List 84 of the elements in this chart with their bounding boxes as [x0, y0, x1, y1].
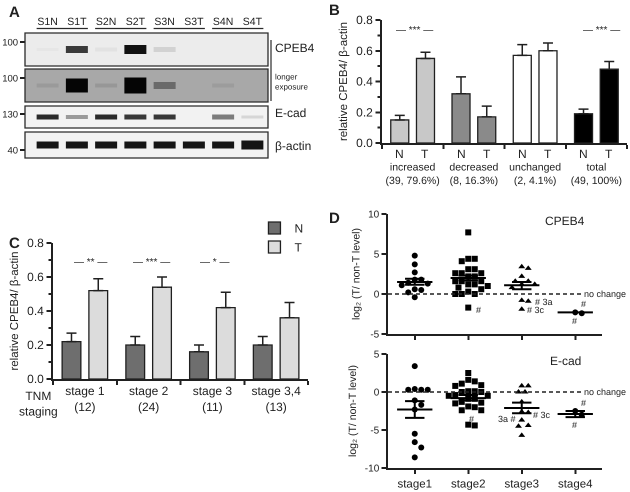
- text: T: [544, 147, 552, 161]
- category-label: S4N: [212, 16, 234, 28]
- annotation: # 3c: [533, 410, 551, 420]
- y-tick-label: 0.8: [356, 13, 374, 28]
- category-label: 40: [8, 145, 18, 156]
- y-axis-title: relative CPEB4/ β-actin: [9, 251, 22, 371]
- category-label: longer exposure: [275, 72, 308, 92]
- annotation: #: [581, 299, 586, 309]
- annotation: # 3c: [527, 305, 545, 315]
- annotation: #: [572, 316, 578, 326]
- y-tick-label: 0: [374, 290, 380, 300]
- chart-title: D: [329, 210, 340, 227]
- chart-title: B: [329, 2, 340, 19]
- category-label: 100: [2, 73, 18, 84]
- x-tick-label: decreased (8, 16.3%): [449, 161, 499, 187]
- text: N: [518, 147, 527, 161]
- annotation: 3a #: [498, 414, 516, 424]
- category-label: 100: [2, 37, 18, 48]
- y-tick-label: -5: [370, 426, 380, 436]
- y-axis-title: log₂ (T/ non-T level): [350, 228, 362, 320]
- annotation: #: [581, 398, 586, 408]
- text: N: [457, 147, 466, 161]
- y-tick-label: 0.2: [356, 105, 374, 120]
- x-tick-label: stage 3 (11): [192, 384, 232, 414]
- y-tick-label: 5: [374, 350, 380, 360]
- y-axis-title: log₂ (T/ non-T level): [347, 365, 360, 457]
- chart-title: C: [9, 235, 20, 252]
- y-tick-label: -5: [370, 330, 380, 340]
- x-tick-label: stage 3,4 (13): [251, 384, 302, 414]
- x-tick-label: total (49, 100%): [570, 161, 622, 187]
- x-tick-label: unchanged (2, 4.1%): [509, 161, 562, 187]
- series-label: T: [421, 147, 429, 161]
- y-tick-label: 0.8: [27, 236, 44, 250]
- y-tick-label: 0.6: [356, 44, 374, 58]
- category-label: S4T: [242, 16, 263, 28]
- annotation: — ** —: [74, 257, 108, 268]
- x-tick-label: stage4: [558, 478, 594, 491]
- y-tick-label: 0.0: [27, 372, 44, 386]
- x-tick-label: stage 2 (24): [128, 384, 169, 414]
- text: T: [605, 147, 612, 161]
- category-label: S1N: [37, 16, 58, 28]
- chart-subtitle: E-cad: [550, 354, 582, 368]
- annotation: — *** —: [583, 25, 620, 36]
- annotation: #: [469, 414, 474, 424]
- y-tick-label: 0: [374, 388, 380, 398]
- x-tick-label: stage2: [450, 478, 486, 491]
- y-tick-label: 0.6: [27, 270, 44, 284]
- category-label: S2T: [126, 16, 146, 28]
- annotation: # 3a: [535, 297, 553, 307]
- y-tick-label: 0.0: [356, 136, 374, 150]
- y-tick-label: -10: [364, 464, 380, 474]
- x-tick-label: increased (39, 79.6%): [385, 161, 440, 187]
- x-tick-label: stage 1 (12): [65, 384, 105, 414]
- annotation: #: [476, 305, 482, 315]
- y-tick-label: 0.4: [356, 74, 374, 89]
- y-tick-label: 10: [368, 210, 380, 220]
- legend-label: T: [294, 240, 302, 255]
- text: T: [483, 147, 490, 161]
- annotation: — *** —: [396, 25, 434, 36]
- series-label: N: [395, 147, 404, 161]
- category-label: β-actin: [275, 138, 312, 153]
- x-tick-label: stage1: [397, 478, 432, 491]
- category-label: S3T: [184, 16, 204, 28]
- category-label: S2N: [96, 16, 116, 28]
- x-axis-title: TNM staging: [19, 389, 58, 419]
- annotation: — * —: [200, 257, 230, 268]
- category-label: E-cad: [275, 106, 306, 120]
- y-axis-title: relative CPEB4/ β-actin: [338, 22, 350, 142]
- x-tick-label: stage3: [504, 478, 540, 491]
- category-label: CPEB4: [275, 40, 314, 55]
- category-label: 130: [2, 109, 18, 120]
- chart-subtitle: CPEB4: [545, 214, 585, 228]
- y-tick-label: 0.4: [27, 304, 44, 318]
- annotation: #: [572, 420, 578, 430]
- category-label: S1T: [67, 16, 88, 28]
- category-label: S3N: [154, 16, 175, 28]
- y-tick-label: 5: [374, 250, 380, 260]
- text: A: [9, 4, 20, 21]
- ref-line-label: no change: [584, 387, 626, 397]
- y-tick-label: 0.2: [27, 338, 44, 352]
- legend-label: N: [294, 222, 304, 236]
- annotation: — *** —: [133, 257, 170, 268]
- text: N: [579, 147, 588, 161]
- ref-line-label: no change: [584, 289, 626, 299]
